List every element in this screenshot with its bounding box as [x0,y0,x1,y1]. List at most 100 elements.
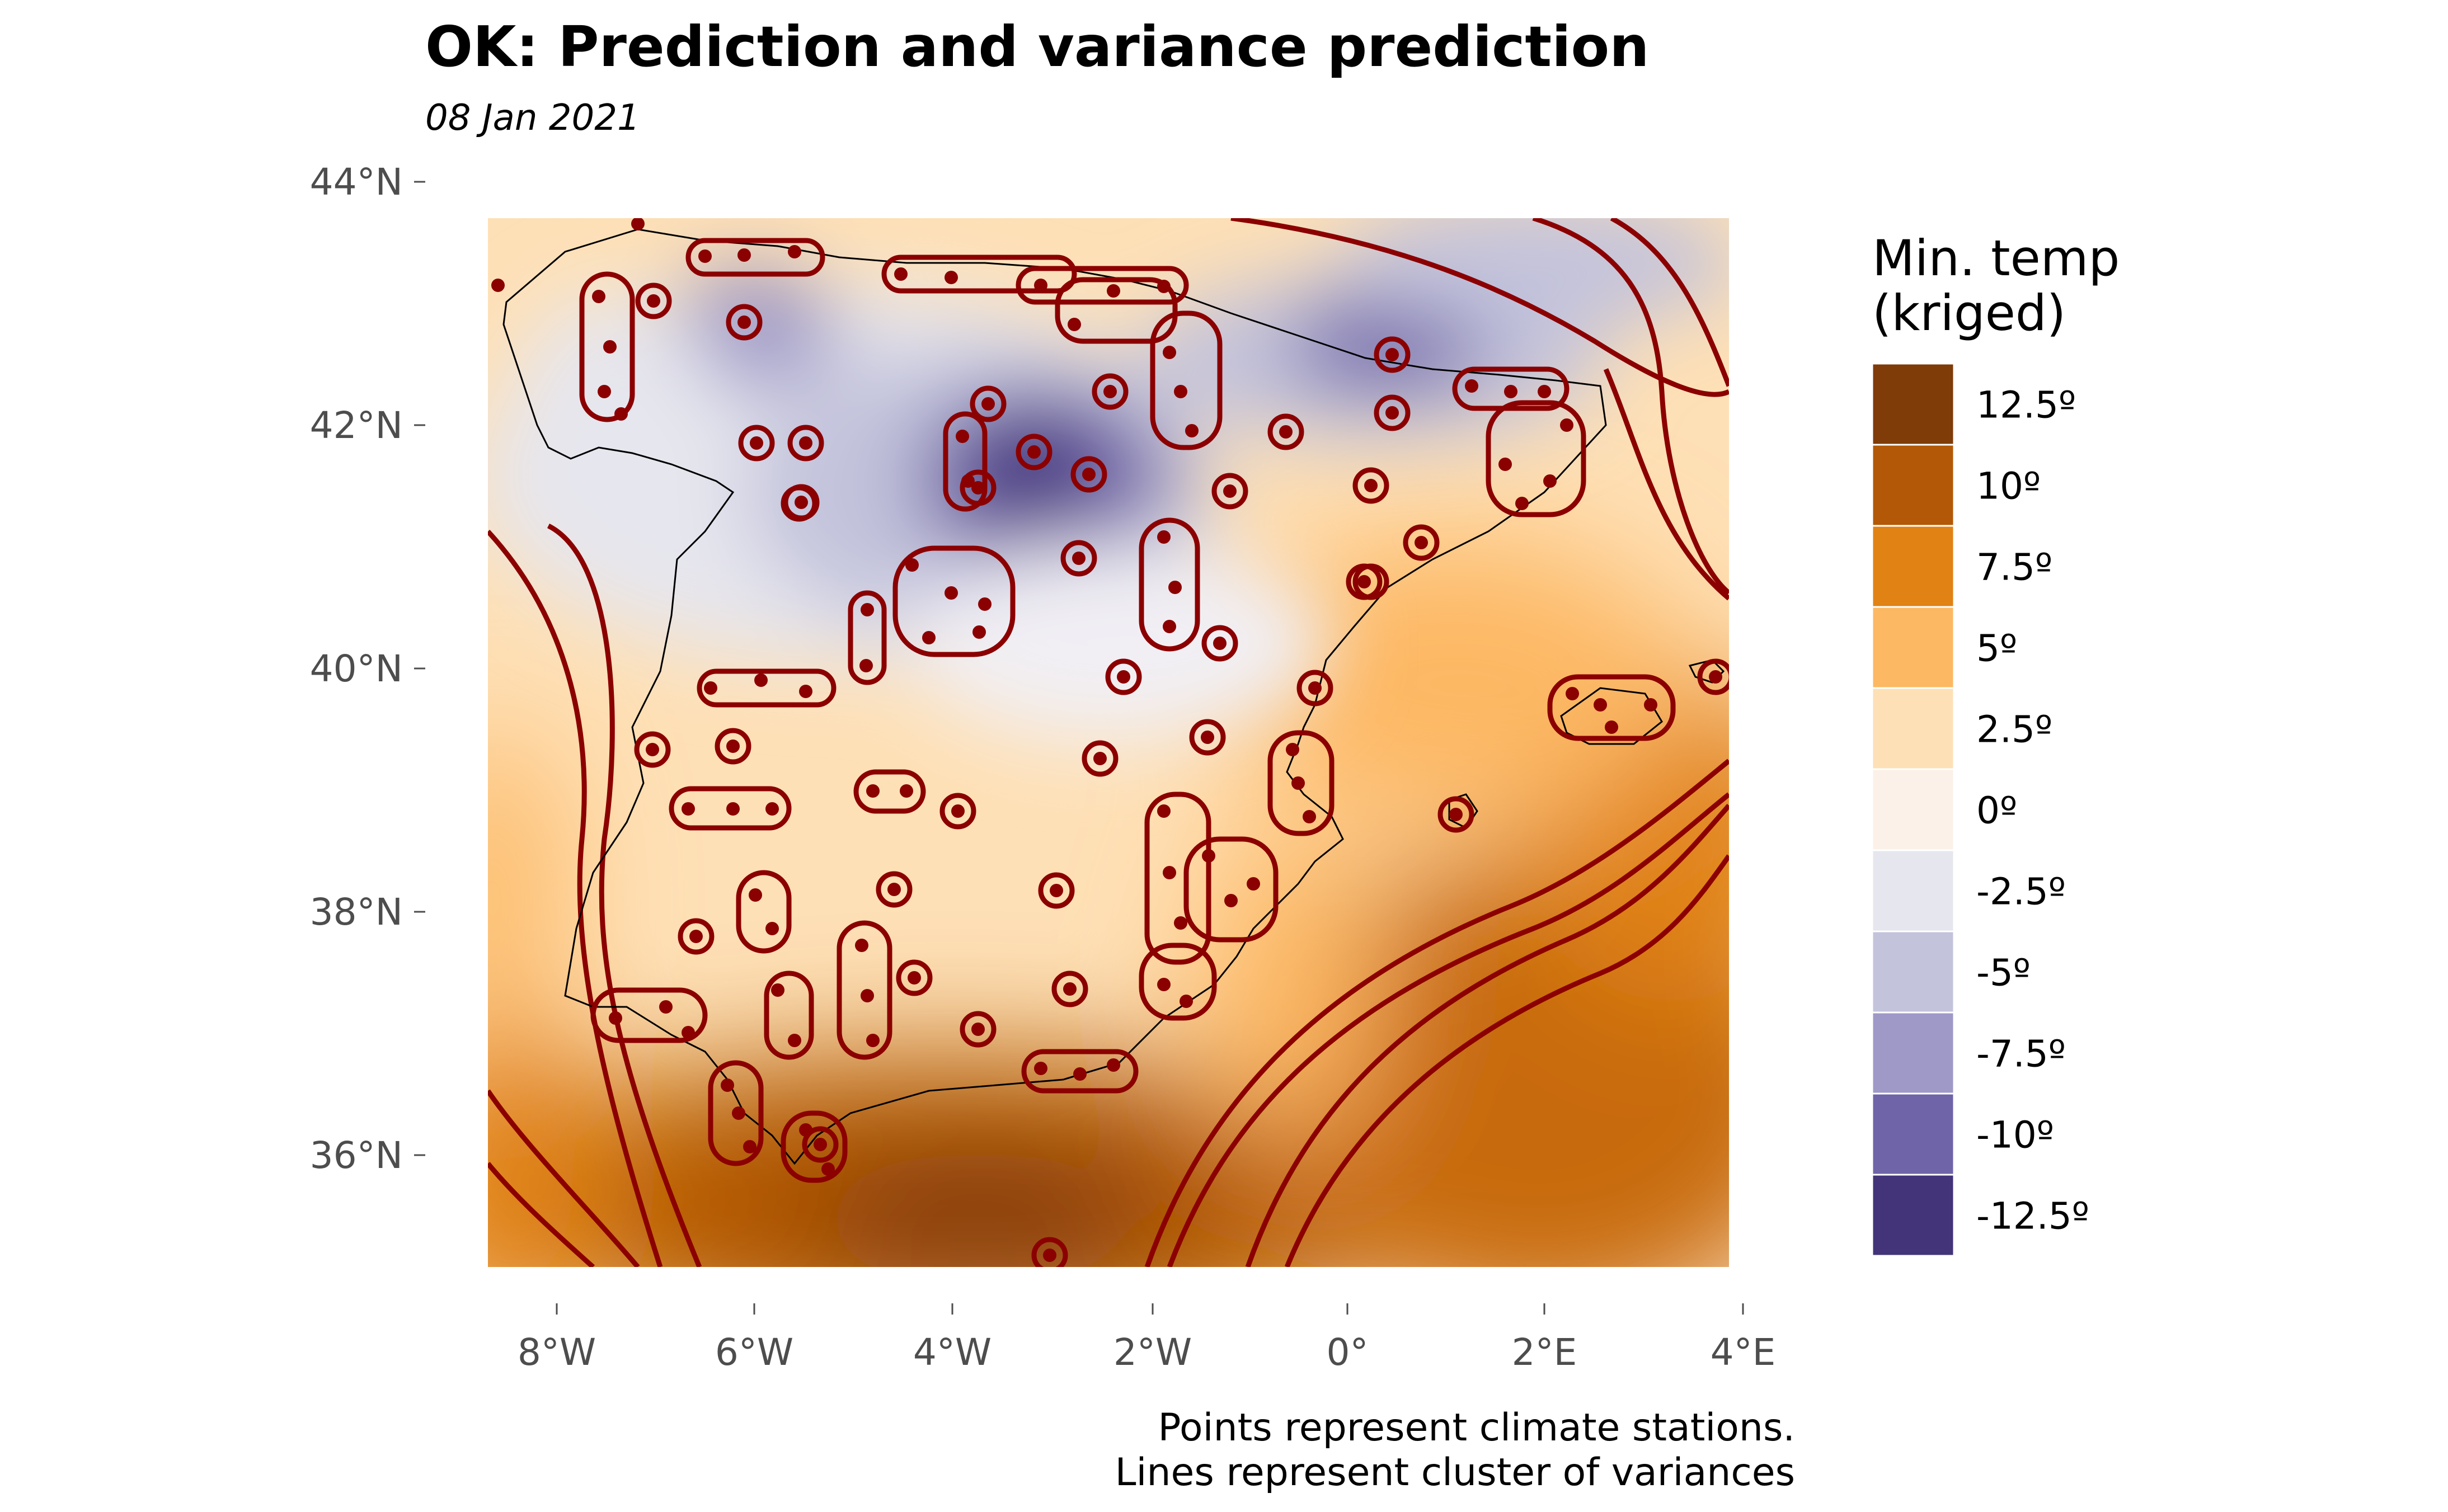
y-tick-label: 38°N [310,891,403,934]
climate-station [1117,670,1130,684]
legend-label: -2.5º [1976,870,2066,913]
climate-station [1043,1249,1056,1262]
climate-station [1157,280,1171,293]
cluster-outline [1016,266,1189,305]
station-ring [939,793,976,830]
station-ring [1051,971,1088,1007]
x-tick-label: 8°W [518,1331,596,1374]
cluster-outline [1055,277,1178,344]
climate-station [855,939,868,952]
climate-station [799,685,812,698]
cluster-outline [1486,400,1586,517]
cluster-outline [837,920,892,1060]
climate-station [682,802,695,816]
x-tick-label: 6°W [715,1331,793,1374]
climate-station [922,631,936,644]
climate-station [1538,385,1551,398]
climate-station [750,436,763,450]
station-ring [635,282,672,319]
climate-station [887,883,901,896]
climate-station [981,397,995,411]
climate-station [1279,425,1293,439]
station-ring [1189,719,1226,756]
legend-label: 5º [1976,627,2017,670]
climate-station [659,1000,673,1014]
climate-station [1103,385,1117,398]
cluster-outline [697,668,837,708]
station-ring [1105,658,1142,695]
legend-label: 2.5º [1976,708,2052,751]
climate-station [1163,346,1176,359]
climate-station [1247,877,1260,891]
climate-station [1224,894,1238,907]
climate-station [859,659,873,672]
climate-station [771,983,784,997]
climate-station [1303,810,1316,823]
climate-station [1504,385,1517,398]
climate-station [721,1078,734,1092]
climate-station [971,1023,985,1036]
climate-station [1605,720,1618,734]
climate-station [788,245,801,258]
variance-contours [488,218,1729,1267]
climate-station [1072,552,1086,565]
climate-station [1201,731,1214,744]
climate-station [704,681,717,695]
legend-swatch [1871,687,1955,770]
station-ring [896,959,933,996]
legend-title-line-1: Min. temp [1872,229,2120,287]
climate-station [698,249,712,263]
climate-station [1107,284,1120,298]
cluster-outline [685,238,825,277]
station-ring [1437,796,1474,833]
climate-station [726,802,740,816]
cluster-outline [579,271,635,422]
climate-station [1063,982,1077,996]
climate-station [945,271,958,284]
climate-station [951,804,965,818]
kriged-raster [488,218,1729,1267]
climate-station [647,294,660,308]
contour-line [1144,759,1729,1267]
x-axis: 8°W 6°W 4°W 2°W 0° 2°E 4°E [518,1303,1775,1374]
climate-station [1223,484,1237,498]
climate-station [971,481,985,494]
legend-swatch [1871,525,1955,608]
station-ring [738,425,775,461]
climate-station [956,430,969,443]
climate-station [1163,866,1176,879]
station-ring [1082,740,1119,777]
station-ring [1201,625,1238,662]
climate-station [603,340,617,354]
station-ring [1211,473,1248,510]
climate-station [795,496,808,509]
map-subtitle: 08 Jan 2021 [425,97,640,139]
station-ring [1070,456,1107,493]
climate-station [1073,1067,1087,1081]
climate-station [1163,620,1176,633]
climate-station [1498,458,1512,471]
climate-station [749,888,762,902]
climate-station [1286,743,1299,756]
station-ring [876,871,913,908]
contour-line [1284,854,1729,1267]
station-ring [1403,524,1440,561]
climate-station [1034,279,1047,292]
climate-station [1093,752,1107,765]
station-ring [1352,467,1389,504]
climate-station [861,989,874,1002]
climate-stations [491,218,1722,1262]
climate-station [1157,978,1171,991]
station-ring [1031,1237,1068,1267]
legend-swatch [1871,768,1955,851]
y-axis: 44°N 42°N 40°N 38°N 36°N [310,161,425,1177]
climate-station [726,739,740,753]
legend-swatch [1871,606,1955,689]
cluster-outline [892,545,1016,657]
legend-swatch [1871,1174,1955,1257]
climate-station [1291,776,1305,790]
cluster-outline [1139,517,1200,652]
cluster-outline [848,590,887,685]
climate-station [1644,698,1657,712]
cluster-outline [881,255,1077,294]
